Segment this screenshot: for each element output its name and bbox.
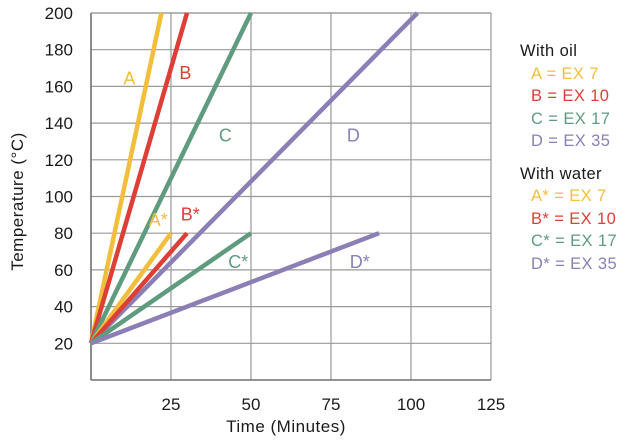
legend-item: A = EX 7 xyxy=(531,64,599,83)
series-line-b xyxy=(88,12,190,344)
legend-heading: With oil xyxy=(520,42,578,60)
y-tick-labels: 20 40 60 80 100 120 140 160 180 200 xyxy=(45,4,73,353)
series-line-a xyxy=(88,12,164,344)
legend-item: D = EX 35 xyxy=(531,132,611,150)
y-tick-label-200: 200 xyxy=(45,4,73,23)
x-tick-label-125: 125 xyxy=(477,395,505,414)
x-tick-label-25: 25 xyxy=(162,395,181,414)
y-tick-label-180: 180 xyxy=(45,41,73,60)
x-tick-label-50: 50 xyxy=(242,395,261,414)
series-line-d-star xyxy=(90,231,380,346)
y-tick-label-120: 120 xyxy=(45,151,73,170)
legend-group-water: With water A* = EX 7 B* = EX 10 C* = EX 17 D… xyxy=(520,163,632,276)
series-label-c-star: C* xyxy=(228,252,248,272)
series-line-c xyxy=(88,12,254,345)
y-tick-label-160: 160 xyxy=(45,77,73,96)
legend-item: B* = EX 10 xyxy=(531,209,617,228)
axes xyxy=(90,12,491,381)
y-tick-label-100: 100 xyxy=(45,188,73,207)
x-axis-title: Time (Minutes) xyxy=(226,417,346,436)
series-label-d-star: D* xyxy=(350,252,370,272)
y-tick-label-60: 60 xyxy=(54,261,73,280)
y-axis-title: Temperature (°C) xyxy=(8,132,27,271)
y-tick-label-140: 140 xyxy=(45,114,73,133)
series-label-b-star: B* xyxy=(181,204,200,224)
series-line-d xyxy=(89,11,420,345)
legend-item: B = EX 10 xyxy=(531,87,610,105)
series-label-a-star: A* xyxy=(149,210,168,230)
legend-item: A* = EX 7 xyxy=(531,187,607,205)
series-label-b: B xyxy=(179,63,191,83)
legend-item: C* = EX 17 xyxy=(531,232,618,250)
legend-heading: With water xyxy=(520,164,602,183)
y-tick-label-20: 20 xyxy=(54,334,73,353)
series-label-a: A xyxy=(123,69,135,89)
series-labels: A B C D A* B* C* D* xyxy=(123,63,369,272)
series-lines xyxy=(88,11,420,346)
x-tick-label-75: 75 xyxy=(322,395,341,414)
x-tick-label-100: 100 xyxy=(397,395,425,414)
x-tick-labels: 25 50 75 100 125 xyxy=(162,395,506,414)
series-line-b-star xyxy=(89,231,189,345)
y-tick-label-80: 80 xyxy=(54,224,73,243)
series-line-c-star xyxy=(89,231,253,346)
series-label-c: C xyxy=(219,125,232,145)
legend: With oil A = EX 7 B = EX 10 C = EX 17 D = EX… xyxy=(520,40,632,275)
legend-item: C = EX 17 xyxy=(531,109,611,128)
legend-group-oil: With oil A = EX 7 B = EX 10 C = EX 17 D = EX… xyxy=(520,40,632,153)
series-label-d: D xyxy=(347,125,360,145)
legend-item: D* = EX 35 xyxy=(531,254,618,273)
y-tick-label-40: 40 xyxy=(54,298,73,317)
